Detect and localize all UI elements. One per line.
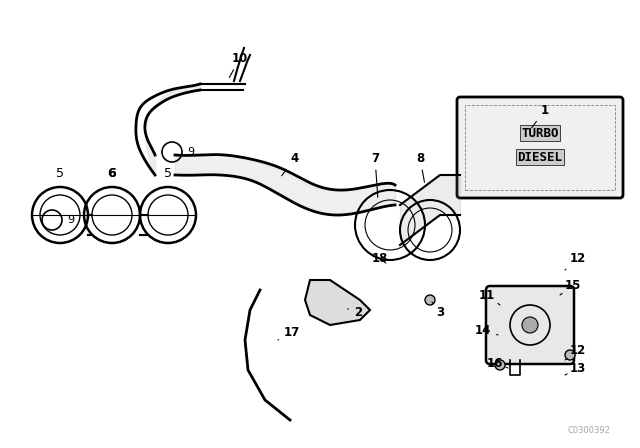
Text: 14: 14 bbox=[475, 323, 498, 336]
Text: 9: 9 bbox=[67, 215, 74, 225]
Text: 9: 9 bbox=[187, 147, 194, 157]
Text: 17: 17 bbox=[278, 326, 300, 340]
Bar bbox=[465, 105, 615, 190]
Text: 12: 12 bbox=[565, 251, 586, 270]
Text: 7: 7 bbox=[371, 151, 379, 197]
Text: 6: 6 bbox=[108, 167, 116, 180]
Text: 1: 1 bbox=[532, 103, 549, 128]
Text: 2: 2 bbox=[348, 306, 362, 319]
Text: 16: 16 bbox=[487, 357, 508, 370]
Circle shape bbox=[522, 317, 538, 333]
Text: 5: 5 bbox=[56, 167, 64, 180]
Text: 18: 18 bbox=[372, 251, 388, 264]
Text: 15: 15 bbox=[560, 279, 581, 295]
Text: TURBO: TURBO bbox=[521, 127, 559, 140]
Text: DIESEL: DIESEL bbox=[518, 151, 563, 164]
Text: 13: 13 bbox=[565, 362, 586, 375]
Text: 12: 12 bbox=[565, 344, 586, 360]
Polygon shape bbox=[305, 280, 370, 325]
Text: 10: 10 bbox=[229, 52, 248, 78]
Text: 5: 5 bbox=[164, 167, 172, 180]
FancyBboxPatch shape bbox=[486, 286, 574, 364]
Circle shape bbox=[565, 350, 575, 360]
Text: 11: 11 bbox=[479, 289, 500, 305]
FancyBboxPatch shape bbox=[457, 97, 623, 198]
Text: 4: 4 bbox=[282, 151, 299, 176]
Circle shape bbox=[495, 360, 505, 370]
Text: 6: 6 bbox=[108, 167, 116, 180]
Text: 3: 3 bbox=[432, 302, 444, 319]
Circle shape bbox=[425, 295, 435, 305]
Text: C0300392: C0300392 bbox=[567, 426, 610, 435]
Text: 8: 8 bbox=[416, 151, 424, 182]
